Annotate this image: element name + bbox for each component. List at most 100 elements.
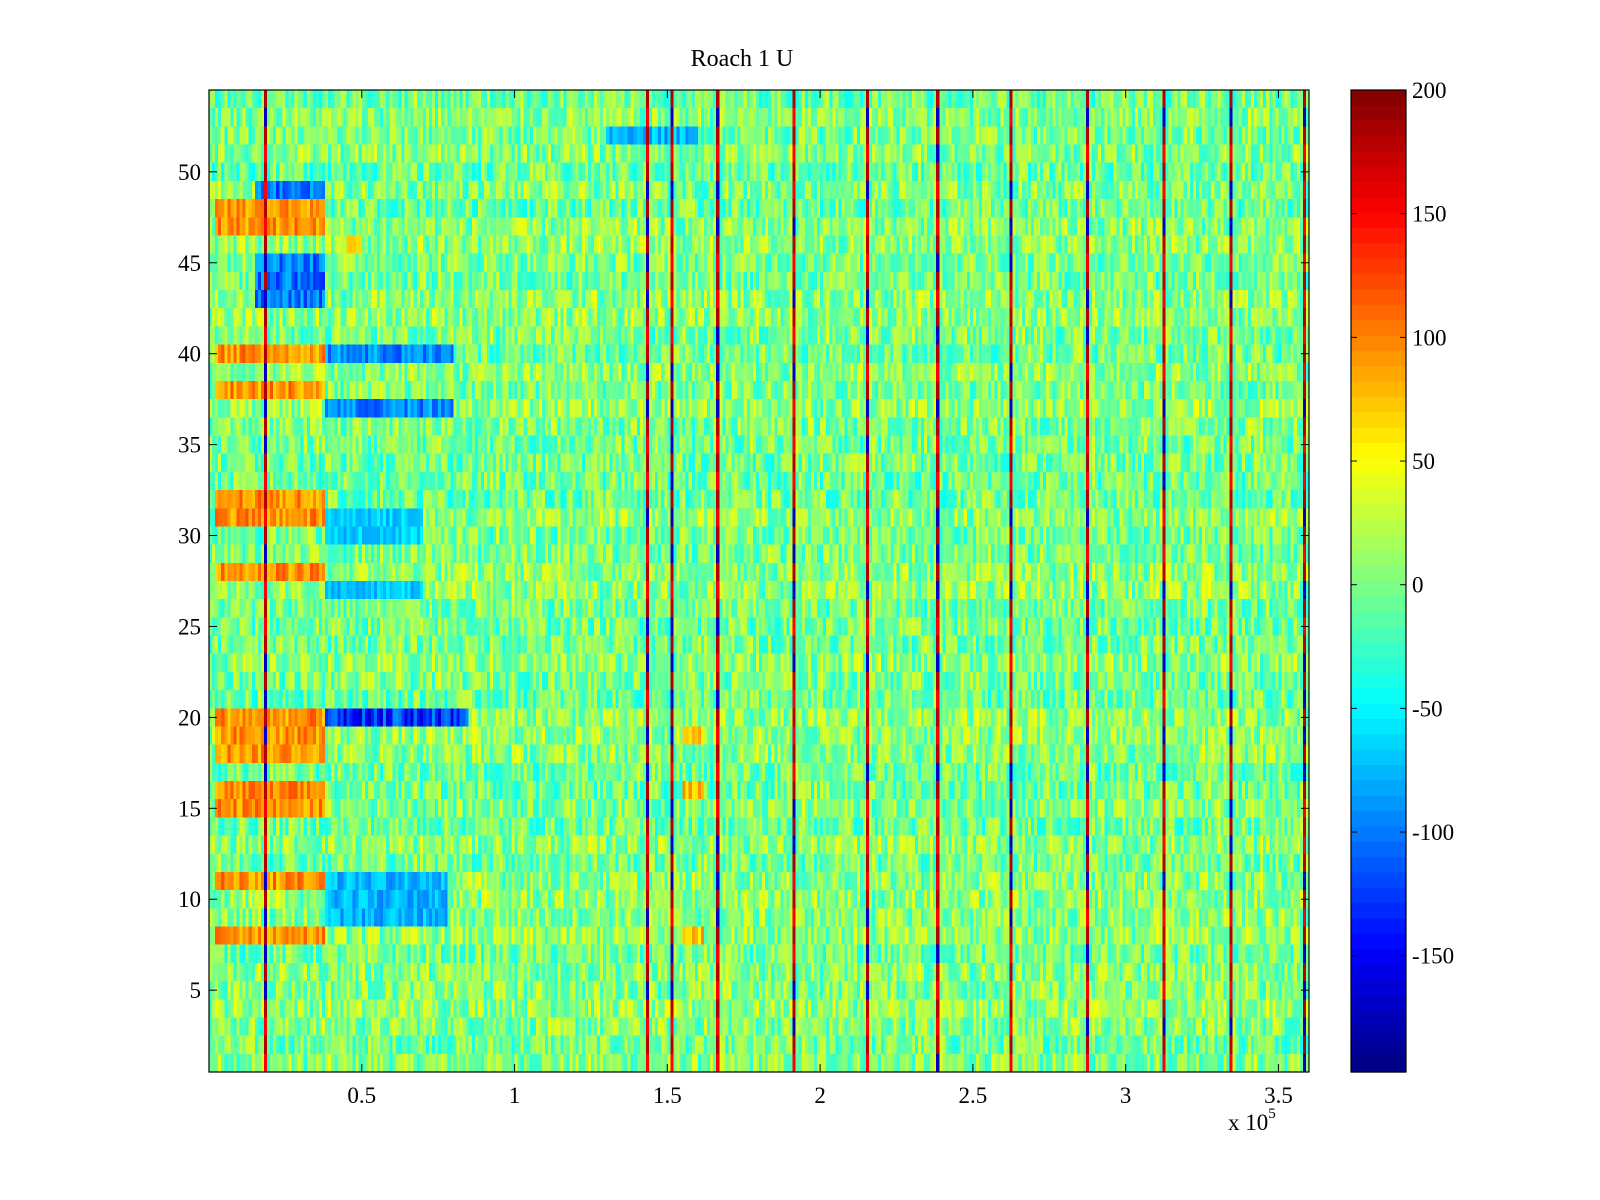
y-tick-label: 25 [178,614,201,639]
colorbar-segment [1351,1025,1406,1042]
colorbar-segment [1351,811,1406,828]
colorbar-segment [1351,719,1406,736]
colorbar-segment [1351,151,1406,168]
colorbar-tick-label: 50 [1412,449,1435,474]
x-tick-label: 1 [509,1083,521,1108]
colorbar-segment [1351,458,1406,475]
x-tick-label: 1.5 [653,1083,682,1108]
colorbar-segment [1351,258,1406,275]
y-tick-label: 40 [178,342,201,367]
colorbar-segment [1351,826,1406,843]
colorbar-tick-label: -150 [1412,944,1454,969]
y-tick-label: 10 [178,887,201,912]
colorbar-segment [1351,412,1406,429]
heatmap-plot-area [209,90,1309,1072]
x-tick-label: 2 [814,1083,826,1108]
colorbar-segment [1351,488,1406,505]
y-tick-label: 50 [178,160,201,185]
colorbar-segment [1351,949,1406,966]
colorbar-segment [1351,105,1406,122]
colorbar-segment [1351,780,1406,797]
colorbar: 200 150 100 50 0 -50 -100 -150 [1350,78,1454,1073]
colorbar-segment [1351,381,1406,398]
colorbar-segment [1351,795,1406,812]
y-tick-label: 15 [178,796,201,821]
colorbar-segment [1351,212,1406,229]
colorbar-segment [1351,887,1406,904]
colorbar-tick-label: 100 [1412,325,1447,350]
colorbar-segment [1351,703,1406,720]
colorbar-tick-label: 200 [1412,78,1447,103]
colorbar-segment [1351,534,1406,551]
colorbar-segment [1351,688,1406,705]
colorbar-tick-label: 150 [1412,202,1447,227]
colorbar-segment [1351,581,1406,597]
x-tick-label: 2.5 [959,1083,988,1108]
colorbar-segment [1351,366,1406,383]
colorbar-segment [1351,90,1406,106]
colorbar-segment [1351,749,1406,766]
colorbar-tick-label: -50 [1412,696,1443,721]
colorbar-segment [1351,642,1406,659]
colorbar-segment [1351,304,1406,321]
x-tick-label: 0.5 [347,1083,376,1108]
colorbar-segment [1351,274,1406,291]
colorbar-segment [1351,182,1406,199]
colorbar-segment [1351,166,1406,183]
colorbar-segment [1351,228,1406,245]
colorbar-segment [1351,197,1406,214]
colorbar-segment [1351,120,1406,137]
y-tick-label: 45 [178,251,201,276]
colorbar-segment [1351,841,1406,858]
plot-frame [208,89,1310,1073]
colorbar-segment [1351,596,1406,613]
x-multiplier-label: x 105 [1228,1106,1276,1135]
x-tick-label: 3 [1120,1083,1132,1108]
colorbar-segment [1351,933,1406,950]
colorbar-segment [1351,1010,1406,1027]
colorbar-tick-label: -100 [1412,820,1454,845]
colorbar-segment [1351,442,1406,459]
y-tick-label: 20 [178,705,201,730]
colorbar-segment [1351,519,1406,536]
colorbar-segment [1351,979,1406,996]
colorbar-segment [1351,243,1406,260]
chart-title: Roach 1 U [691,46,794,72]
colorbar-segment [1351,903,1406,920]
colorbar-frame [1350,89,1407,1073]
colorbar-tick-label: 0 [1412,573,1424,598]
colorbar-segment [1351,473,1406,490]
colorbar-segment [1351,627,1406,643]
colorbar-segment [1351,396,1406,413]
heatmap-raster [209,90,1309,1072]
x-tick-label: 3.5 [1264,1083,1293,1108]
x-multiplier-exponent: 5 [1268,1106,1276,1122]
colorbar-segment [1351,427,1406,444]
colorbar-segment [1351,1041,1406,1058]
colorbar-segment [1351,765,1406,782]
colorbar-segment [1351,320,1406,337]
colorbar-segment [1351,350,1406,367]
colorbar-segment [1351,550,1406,567]
colorbar-segment [1351,611,1406,628]
colorbar-segment [1351,995,1406,1012]
colorbar-segment [1351,857,1406,874]
y-tick-label: 35 [178,433,201,458]
colorbar-segment [1351,504,1406,521]
x-multiplier-base: x 10 [1228,1110,1268,1135]
axes: 0.5 1 1.5 2 2.5 3 3.5 5 10 15 20 25 30 35 40 45 50 [178,89,1310,1108]
colorbar-segment [1351,565,1406,582]
colorbar-segment [1351,335,1406,352]
y-tick-label: 30 [178,524,201,549]
colorbar-segment [1351,657,1406,674]
colorbar-segment [1351,918,1406,935]
colorbar-segment [1351,1056,1406,1073]
colorbar-segment [1351,136,1406,152]
colorbar-segment [1351,964,1406,981]
colorbar-segment [1351,872,1406,889]
colorbar-segment [1351,734,1406,751]
colorbar-segment [1351,673,1406,690]
colorbar-segment [1351,289,1406,306]
y-tick-label: 5 [190,978,202,1003]
